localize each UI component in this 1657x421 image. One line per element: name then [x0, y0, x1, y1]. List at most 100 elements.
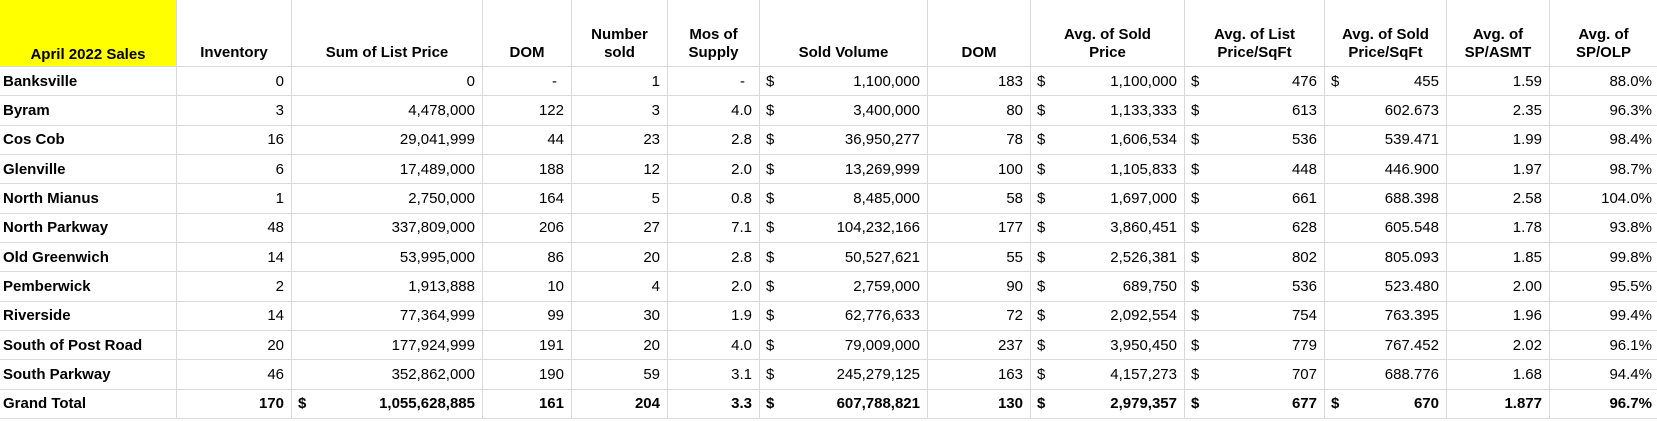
- data-cell[interactable]: $2,092,554: [1031, 301, 1185, 330]
- data-cell[interactable]: 104.0%: [1601, 189, 1652, 207]
- data-cell[interactable]: 1,913,888: [292, 272, 483, 301]
- data-cell[interactable]: 6: [177, 154, 292, 184]
- data-cell[interactable]: $1,105,833: [1031, 154, 1185, 184]
- data-cell[interactable]: 7.1: [668, 213, 760, 242]
- data-cell[interactable]: 53,995,000: [292, 242, 483, 272]
- data-cell[interactable]: $3,860,451: [1031, 213, 1185, 242]
- data-cell[interactable]: 1.97: [1447, 154, 1550, 184]
- column-header-avg-of-sp-olp[interactable]: Avg. of SP/OLP: [1575, 25, 1631, 62]
- data-cell[interactable]: $754: [1185, 301, 1325, 330]
- data-cell[interactable]: 20: [572, 330, 668, 360]
- data-cell[interactable]: 23: [572, 125, 668, 154]
- data-cell[interactable]: 188: [483, 154, 572, 184]
- data-cell[interactable]: 2,750,000: [292, 184, 483, 213]
- data-cell[interactable]: 170: [177, 389, 292, 418]
- data-cell[interactable]: $3,950,450: [1031, 330, 1185, 360]
- data-cell[interactable]: 763.395: [1325, 301, 1447, 330]
- data-cell[interactable]: 3.3: [668, 389, 760, 418]
- data-cell[interactable]: 237: [928, 330, 1031, 360]
- data-cell[interactable]: 2.8: [668, 125, 760, 154]
- data-cell[interactable]: 1.85: [1447, 242, 1550, 272]
- data-cell[interactable]: 1.9: [668, 301, 760, 330]
- row-label[interactable]: Old Greenwich: [0, 242, 177, 272]
- row-label[interactable]: Banksville: [0, 67, 177, 96]
- data-cell[interactable]: 1: [177, 184, 292, 213]
- column-header-mos-of-supply[interactable]: Mos of Supply: [668, 0, 760, 66]
- data-cell[interactable]: 767.452: [1325, 330, 1447, 360]
- row-label[interactable]: North Parkway: [0, 213, 177, 242]
- data-cell[interactable]: 130: [928, 389, 1031, 418]
- data-cell[interactable]: $4,157,273: [1031, 360, 1185, 389]
- data-cell[interactable]: $2,526,381: [1031, 242, 1185, 272]
- data-cell[interactable]: 99: [483, 301, 572, 330]
- data-cell[interactable]: 204: [572, 389, 668, 418]
- row-label[interactable]: Grand Total: [0, 389, 177, 418]
- data-cell[interactable]: $707: [1185, 360, 1325, 389]
- data-cell[interactable]: 17,489,000: [292, 154, 483, 184]
- data-cell[interactable]: 177,924,999: [292, 330, 483, 360]
- data-cell[interactable]: 4.0: [668, 330, 760, 360]
- row-label[interactable]: Riverside: [0, 301, 177, 330]
- data-cell[interactable]: 446.900: [1325, 154, 1447, 184]
- data-cell[interactable]: $689,750: [1031, 272, 1185, 301]
- data-cell[interactable]: $2,759,000: [760, 272, 928, 301]
- data-cell[interactable]: -: [483, 67, 572, 96]
- data-cell[interactable]: 99.4%: [1609, 307, 1652, 325]
- data-cell[interactable]: $536: [1185, 272, 1325, 301]
- data-cell[interactable]: 3.1: [668, 360, 760, 389]
- data-cell[interactable]: 77,364,999: [292, 301, 483, 330]
- data-cell[interactable]: 1.99: [1447, 125, 1550, 154]
- data-cell[interactable]: 183: [928, 67, 1031, 96]
- data-cell[interactable]: 2.0: [668, 272, 760, 301]
- data-cell[interactable]: $36,950,277: [760, 125, 928, 154]
- data-cell[interactable]: 161: [483, 389, 572, 418]
- data-cell[interactable]: 2.58: [1447, 184, 1550, 213]
- data-cell[interactable]: $245,279,125: [760, 360, 928, 389]
- column-header-sold-volume[interactable]: Sold Volume: [760, 0, 928, 66]
- data-cell[interactable]: 72: [928, 301, 1031, 330]
- data-cell[interactable]: $1,133,333: [1031, 96, 1185, 125]
- data-cell[interactable]: 20: [177, 330, 292, 360]
- data-cell[interactable]: 191: [483, 330, 572, 360]
- data-cell[interactable]: 94.4%: [1609, 365, 1652, 383]
- data-cell[interactable]: $607,788,821: [760, 389, 928, 418]
- data-cell[interactable]: 58: [928, 184, 1031, 213]
- data-cell[interactable]: 539.471: [1325, 125, 1447, 154]
- data-cell[interactable]: 2: [177, 272, 292, 301]
- data-cell[interactable]: 177: [928, 213, 1031, 242]
- data-cell[interactable]: 99.8%: [1609, 248, 1652, 266]
- column-header-avg-of-sold-price-sqft[interactable]: Avg. of Sold Price/SqFt: [1325, 0, 1447, 66]
- data-cell[interactable]: 29,041,999: [292, 125, 483, 154]
- data-cell[interactable]: 30: [572, 301, 668, 330]
- data-cell[interactable]: 0: [292, 67, 483, 96]
- row-label[interactable]: South Parkway: [0, 360, 177, 389]
- data-cell[interactable]: 14: [177, 301, 292, 330]
- data-cell[interactable]: 98.7%: [1609, 160, 1652, 178]
- row-label[interactable]: Glenville: [0, 154, 177, 184]
- data-cell[interactable]: $455: [1325, 67, 1447, 96]
- data-cell[interactable]: 48: [177, 213, 292, 242]
- data-cell[interactable]: 59: [572, 360, 668, 389]
- data-cell[interactable]: 96.1%: [1609, 336, 1652, 354]
- column-header-dom[interactable]: DOM: [483, 0, 572, 66]
- data-cell[interactable]: 4,478,000: [292, 96, 483, 125]
- data-cell[interactable]: $476: [1185, 67, 1325, 96]
- data-cell[interactable]: 688.776: [1325, 360, 1447, 389]
- data-cell[interactable]: $50,527,621: [760, 242, 928, 272]
- data-cell[interactable]: 14: [177, 242, 292, 272]
- data-cell[interactable]: $104,232,166: [760, 213, 928, 242]
- data-cell[interactable]: $8,485,000: [760, 184, 928, 213]
- data-cell[interactable]: 602.673: [1325, 96, 1447, 125]
- data-cell[interactable]: $802: [1185, 242, 1325, 272]
- data-cell[interactable]: 0: [177, 67, 292, 96]
- data-cell[interactable]: 190: [483, 360, 572, 389]
- column-header-inventory[interactable]: Inventory: [177, 0, 292, 66]
- column-header-avg-of-list-price-sqft[interactable]: Avg. of List Price/SqFt: [1185, 0, 1325, 66]
- data-cell[interactable]: $62,776,633: [760, 301, 928, 330]
- data-cell[interactable]: 688.398: [1325, 184, 1447, 213]
- data-cell[interactable]: 96.3%: [1609, 101, 1652, 119]
- data-cell[interactable]: $613: [1185, 96, 1325, 125]
- data-cell[interactable]: 805.093: [1325, 242, 1447, 272]
- data-cell[interactable]: 2.35: [1447, 96, 1550, 125]
- data-cell[interactable]: $661: [1185, 184, 1325, 213]
